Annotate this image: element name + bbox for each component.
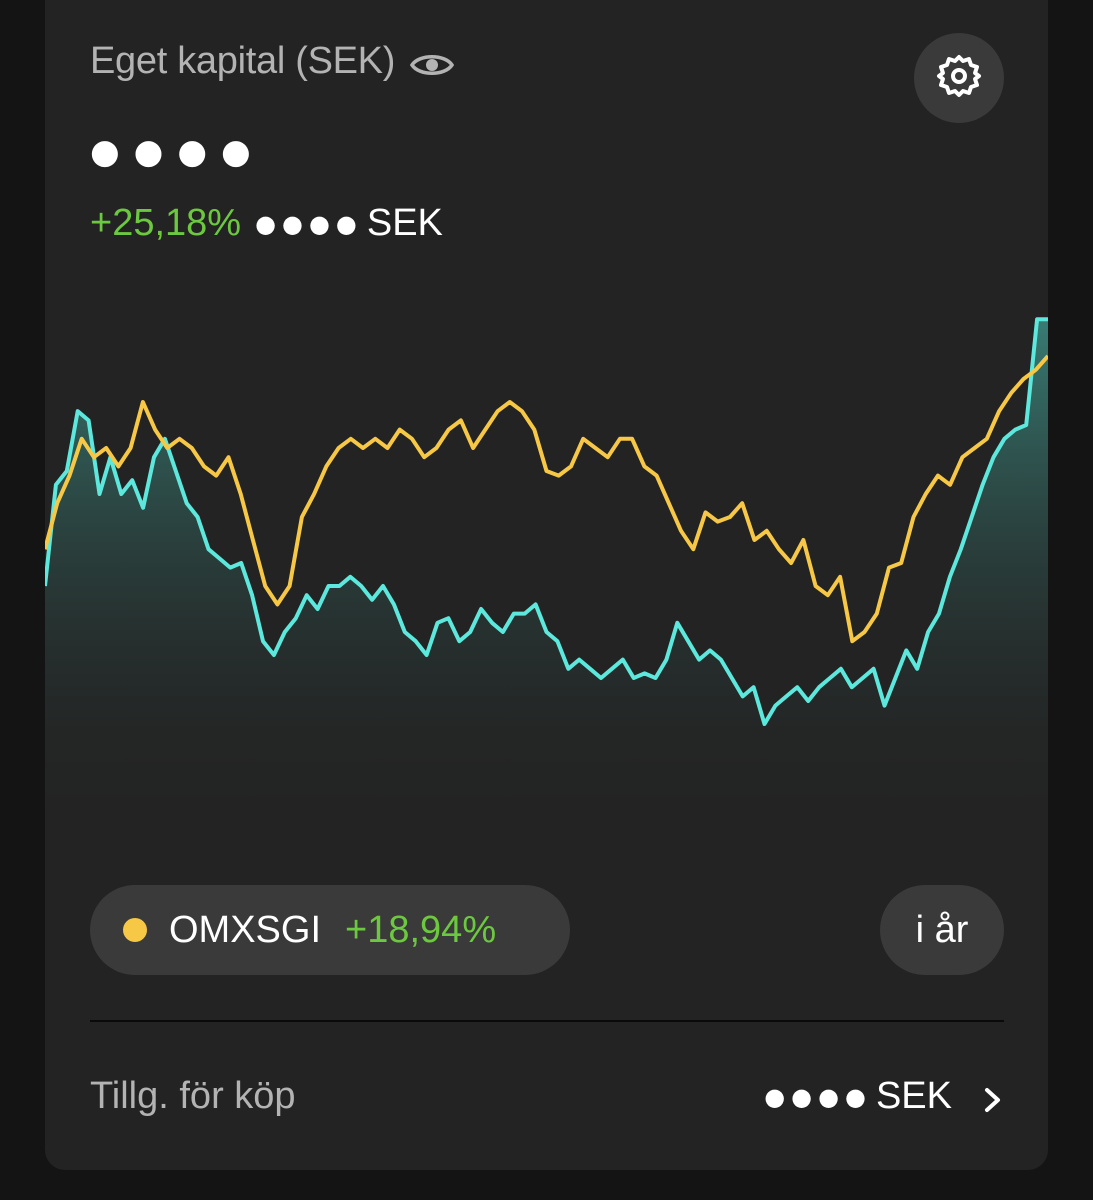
equity-card: Eget kapital (SEK) ●●●● +25,18% ●●●● SEK — [45, 0, 1048, 1170]
change-row: +25,18% ●●●● SEK — [90, 202, 443, 245]
benchmark-color-dot — [123, 918, 147, 942]
series-line-0 — [45, 317, 1048, 726]
period-button[interactable]: i år — [880, 885, 1004, 975]
performance-chart — [45, 317, 1048, 830]
settings-button[interactable] — [914, 33, 1004, 123]
change-percent: +25,18% — [90, 202, 242, 244]
change-currency: SEK — [366, 202, 443, 244]
equity-title-row: Eget kapital (SEK) — [90, 40, 455, 83]
available-currency: SEK — [875, 1075, 952, 1117]
series-area-0 — [45, 319, 1048, 830]
equity-title: Eget kapital (SEK) — [90, 40, 396, 82]
benchmark-pill[interactable]: OMXSGI +18,94% — [90, 885, 570, 975]
available-to-buy-row[interactable]: ●●●● SEK — [764, 1075, 1004, 1118]
benchmark-name: OMXSGI — [169, 908, 322, 951]
divider — [90, 1020, 1004, 1022]
gear-icon — [935, 52, 983, 105]
available-hidden-amount: ●●●● — [764, 1082, 872, 1111]
series-line-1 — [45, 354, 1048, 644]
change-hidden-amount: ●●●● — [255, 209, 363, 238]
available-to-buy-label: Tillg. för köp — [90, 1075, 296, 1117]
benchmark-change: +18,94% — [345, 908, 497, 951]
chevron-right-icon — [982, 1082, 1004, 1112]
eye-icon[interactable] — [409, 47, 455, 77]
hidden-balance: ●●●● — [90, 132, 265, 172]
